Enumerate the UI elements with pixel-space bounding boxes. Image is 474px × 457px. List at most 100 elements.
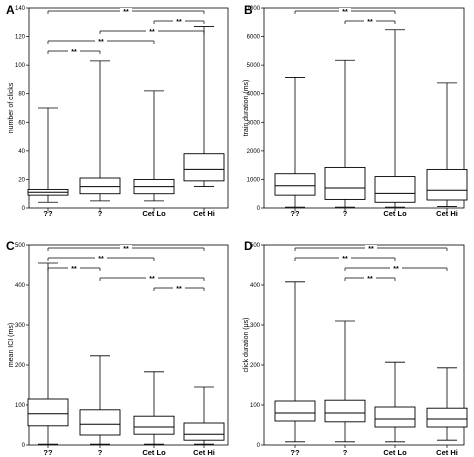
panel-a-category-label: ? bbox=[98, 209, 103, 218]
panel-a-category-label: Cet Hi bbox=[193, 209, 215, 218]
panel-d-sig-label: ** bbox=[393, 266, 399, 273]
panel-c-box bbox=[183, 422, 225, 441]
panel-c-box bbox=[133, 415, 175, 435]
panel-d-ytick-label: 300 bbox=[250, 323, 261, 329]
panel-b-box bbox=[374, 176, 416, 203]
panel-c-category-label: Cet Hi bbox=[193, 448, 215, 457]
panel-a-ytick-label: 0 bbox=[22, 206, 26, 212]
panel-b-ytick-label: 2000 bbox=[247, 149, 261, 155]
panel-b-frame bbox=[263, 7, 465, 209]
panel-c-ylabel: mean ICI (ms) bbox=[8, 323, 15, 367]
panel-c-ytick-label: 500 bbox=[15, 243, 26, 249]
panel-a-sig-label: ** bbox=[98, 39, 104, 46]
panel-c-box bbox=[79, 409, 121, 436]
panel-b-sig-label-bg bbox=[339, 8, 351, 14]
panel-a-sig-label: ** bbox=[149, 29, 155, 36]
panel-d-category-label: ?? bbox=[290, 448, 300, 457]
panel-c-sig-label: ** bbox=[176, 286, 182, 293]
panel-a-sig-label-bg bbox=[68, 48, 80, 54]
panel-a-sig-label-bg bbox=[120, 8, 132, 14]
panel-c-sig-label-bg bbox=[68, 265, 80, 271]
panel-a-ytick-label: 120 bbox=[15, 35, 26, 41]
panel-d-sig-label-bg bbox=[390, 265, 402, 271]
panel-b-ytick-label: 6000 bbox=[247, 35, 261, 41]
panel-a-ytick-label: 40 bbox=[18, 149, 25, 155]
panel-b-ytick-label: 5000 bbox=[247, 63, 261, 69]
panel-c-category-label: ? bbox=[98, 448, 103, 457]
panel-c-sig-label: ** bbox=[123, 246, 129, 253]
panel-a-category-label: ?? bbox=[43, 209, 53, 218]
panel-d-box bbox=[426, 407, 468, 428]
panel-c-ytick-label: 200 bbox=[15, 363, 26, 369]
panel-d-category-label: Cet Lo bbox=[383, 448, 407, 457]
panel-d-box bbox=[324, 399, 366, 423]
panel-b-ytick-label: 0 bbox=[257, 206, 261, 212]
panel-d-sig-label-bg bbox=[339, 255, 351, 261]
panel-b-box bbox=[426, 168, 468, 201]
panel-b-box bbox=[324, 166, 366, 200]
panel-c-sig-label: ** bbox=[98, 256, 104, 263]
panel-b-category-label: ?? bbox=[290, 209, 300, 218]
panel-a-ytick-label: 20 bbox=[18, 177, 25, 183]
panel-d-ytick-label: 100 bbox=[250, 403, 261, 409]
panel-a-sig-label-bg bbox=[173, 18, 185, 24]
panel-letter-d: D bbox=[244, 239, 253, 253]
panel-c-sig-label-bg bbox=[95, 255, 107, 261]
panel-b-sig-label: ** bbox=[342, 9, 348, 16]
panel-d-ytick-label: 500 bbox=[250, 243, 261, 249]
panel-b-box bbox=[274, 173, 316, 196]
panel-d-sig-label: ** bbox=[368, 246, 374, 253]
panel-d-sig-label: ** bbox=[342, 256, 348, 263]
panel-b-sig-label-bg bbox=[364, 18, 376, 24]
panel-d-sig-label-bg bbox=[365, 245, 377, 251]
panel-c-category-label: ?? bbox=[43, 448, 53, 457]
panel-d-box bbox=[274, 400, 316, 422]
panel-c-sig-label-bg bbox=[173, 285, 185, 291]
panel-a-sig-label: ** bbox=[123, 9, 129, 16]
panel-a-sig-label: ** bbox=[176, 19, 182, 26]
panel-d-box bbox=[374, 406, 416, 428]
panel-c-ytick-label: 400 bbox=[15, 283, 26, 289]
panel-b-category-label: Cet Hi bbox=[436, 209, 458, 218]
panel-a-ytick-label: 80 bbox=[18, 92, 25, 98]
panel-c-box bbox=[27, 398, 69, 427]
panel-c-category-label: Cet Lo bbox=[142, 448, 166, 457]
panel-b-ytick-label: 4000 bbox=[247, 92, 261, 98]
panel-letter-b: B bbox=[244, 3, 253, 17]
panel-a-box bbox=[79, 177, 121, 195]
panel-a-ylabel: number of clicks bbox=[8, 82, 15, 133]
panel-c-sig-label: ** bbox=[149, 276, 155, 283]
panel-a-category-label: Cet Lo bbox=[142, 209, 166, 218]
panel-b-ytick-label: 7000 bbox=[247, 6, 261, 12]
panel-a-ytick-label: 60 bbox=[18, 120, 25, 126]
panel-d-sig-label: ** bbox=[367, 276, 373, 283]
panel-c-ytick-label: 100 bbox=[15, 403, 26, 409]
panel-d-frame bbox=[263, 244, 465, 446]
panel-b-ytick-label: 1000 bbox=[247, 177, 261, 183]
panel-b-category-label: Cet Lo bbox=[383, 209, 407, 218]
panel-c-ytick-label: 0 bbox=[22, 443, 26, 449]
panel-c-sig-label-bg bbox=[120, 245, 132, 251]
panel-d-ylabel: click duration (μs) bbox=[243, 318, 250, 373]
panel-b-ytick-label: 3000 bbox=[247, 120, 261, 126]
panel-c-ytick-label: 300 bbox=[15, 323, 26, 329]
panel-b-ylabel: train duration (ms) bbox=[243, 80, 250, 137]
panel-letter-c: C bbox=[6, 239, 15, 253]
panel-c-sig-label-bg bbox=[146, 275, 158, 281]
panel-a-box bbox=[183, 153, 225, 182]
panel-d-ytick-label: 400 bbox=[250, 283, 261, 289]
panel-d-ytick-label: 0 bbox=[257, 443, 261, 449]
panel-d-category-label: Cet Hi bbox=[436, 448, 458, 457]
panel-b-sig-label: ** bbox=[367, 19, 373, 26]
panel-a-ytick-label: 100 bbox=[15, 63, 26, 69]
panel-b-category-label: ? bbox=[343, 209, 348, 218]
panel-a-ytick-label: 140 bbox=[15, 6, 26, 12]
panel-a-sig-label-bg bbox=[146, 28, 158, 34]
panel-a-sig-label: ** bbox=[71, 49, 77, 56]
panel-a-sig-label-bg bbox=[95, 38, 107, 44]
panel-letter-a: A bbox=[6, 3, 15, 17]
panel-d-category-label: ? bbox=[343, 448, 348, 457]
panel-d-ytick-label: 200 bbox=[250, 363, 261, 369]
panel-d-sig-label-bg bbox=[364, 275, 376, 281]
